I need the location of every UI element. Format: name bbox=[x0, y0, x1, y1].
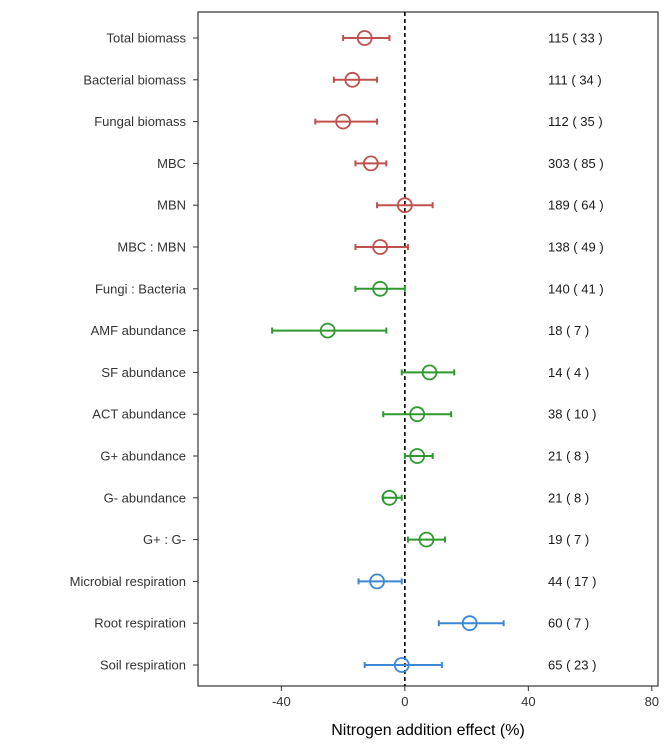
estimate-point bbox=[372, 280, 389, 297]
row-label: Soil respiration bbox=[100, 658, 186, 673]
forest-row: Fungi : Bacteria 140 ( 41 ) bbox=[95, 280, 604, 297]
row-label: G+ abundance bbox=[100, 449, 186, 464]
row-label: G+ : G- bbox=[143, 532, 186, 547]
estimate-point bbox=[396, 197, 413, 214]
row-label: Total biomass bbox=[107, 31, 187, 46]
sample-size-label: 21 ( 8 ) bbox=[548, 449, 589, 464]
row-label: Fungi : Bacteria bbox=[95, 281, 187, 296]
sample-size-label: 60 ( 7 ) bbox=[548, 616, 589, 631]
row-label: MBC bbox=[157, 156, 186, 171]
sample-size-label: 18 ( 7 ) bbox=[548, 323, 589, 338]
forest-row: ACT abundance 38 ( 10 ) bbox=[92, 406, 596, 423]
sample-size-label: 115 ( 33 ) bbox=[548, 31, 603, 46]
estimate-point bbox=[409, 406, 426, 423]
estimate-point bbox=[418, 531, 435, 548]
row-label: MBN bbox=[157, 198, 186, 213]
sample-size-label: 14 ( 4 ) bbox=[548, 365, 589, 380]
row-label: AMF abundance bbox=[91, 323, 186, 338]
estimate-point bbox=[372, 239, 389, 255]
forest-row: Microbial respiration 44 ( 17 ) bbox=[70, 573, 596, 590]
estimate-point bbox=[461, 615, 478, 632]
sample-size-label: 65 ( 23 ) bbox=[548, 658, 596, 673]
forest-row: Bacterial biomass 111 ( 34 ) bbox=[83, 71, 602, 88]
forest-row: SF abundance 14 ( 4 ) bbox=[101, 364, 589, 381]
row-label: Root respiration bbox=[94, 616, 186, 631]
row-label: SF abundance bbox=[101, 365, 186, 380]
row-label: G- abundance bbox=[104, 490, 186, 505]
plot-panel bbox=[197, 11, 659, 687]
sample-size-label: 112 ( 35 ) bbox=[548, 114, 603, 129]
sample-size-label: 21 ( 8 ) bbox=[548, 490, 589, 505]
sample-size-label: 44 ( 17 ) bbox=[548, 574, 596, 589]
row-label: MBC : MBN bbox=[117, 240, 186, 255]
row-label: Bacterial biomass bbox=[83, 72, 186, 87]
estimate-point bbox=[381, 489, 398, 506]
forest-row: Fungal biomass 112 ( 35 ) bbox=[94, 113, 603, 130]
row-label: Fungal biomass bbox=[94, 114, 186, 129]
x-axis-title: Nitrogen addition effect (%) bbox=[331, 722, 525, 739]
forest-row: Root respiration 60 ( 7 ) bbox=[94, 615, 589, 632]
sample-size-label: 138 ( 49 ) bbox=[548, 240, 604, 255]
estimate-point bbox=[393, 657, 410, 673]
estimate-point bbox=[319, 322, 336, 339]
forest-row: AMF abundance 18 ( 7 ) bbox=[91, 322, 589, 339]
forest-row: MBC : MBN 138 ( 49 ) bbox=[117, 239, 604, 255]
estimate-point bbox=[409, 448, 426, 464]
x-tick-label: 80 bbox=[645, 694, 659, 709]
sample-size-label: 189 ( 64 ) bbox=[548, 198, 604, 213]
estimate-point bbox=[362, 155, 379, 172]
forest-row: Total biomass 115 ( 33 ) bbox=[107, 30, 603, 46]
estimate-point bbox=[369, 573, 385, 590]
x-tick-label: 0 bbox=[401, 694, 408, 709]
forest-row: G+ abundance 21 ( 8 ) bbox=[100, 448, 589, 464]
forest-row: MBN 189 ( 64 ) bbox=[157, 197, 604, 214]
sample-size-label: 19 ( 7 ) bbox=[548, 532, 589, 547]
forest-row: MBC 303 ( 85 ) bbox=[157, 155, 604, 172]
sample-size-label: 140 ( 41 ) bbox=[548, 281, 604, 296]
sample-size-label: 303 ( 85 ) bbox=[548, 156, 604, 171]
estimate-point bbox=[344, 71, 361, 88]
forest-row: Soil respiration 65 ( 23 ) bbox=[100, 657, 596, 673]
sample-size-label: 38 ( 10 ) bbox=[548, 407, 596, 422]
forest-row: G- abundance 21 ( 8 ) bbox=[104, 489, 589, 506]
estimate-point bbox=[356, 30, 373, 46]
estimate-point bbox=[421, 364, 438, 381]
forest-row: G+ : G- 19 ( 7 ) bbox=[143, 531, 589, 548]
row-label: ACT abundance bbox=[92, 407, 186, 422]
estimate-point bbox=[335, 113, 352, 130]
x-tick-label: 40 bbox=[521, 694, 535, 709]
x-tick-label: -40 bbox=[272, 694, 291, 709]
sample-size-label: 111 ( 34 ) bbox=[548, 72, 602, 87]
row-label: Microbial respiration bbox=[70, 574, 186, 589]
